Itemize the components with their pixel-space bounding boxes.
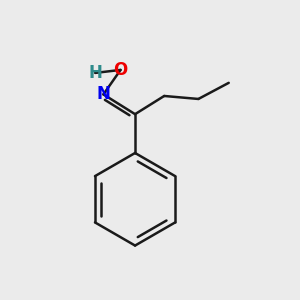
Text: N: N	[97, 85, 110, 103]
Text: O: O	[113, 61, 128, 79]
Text: H: H	[88, 64, 102, 82]
